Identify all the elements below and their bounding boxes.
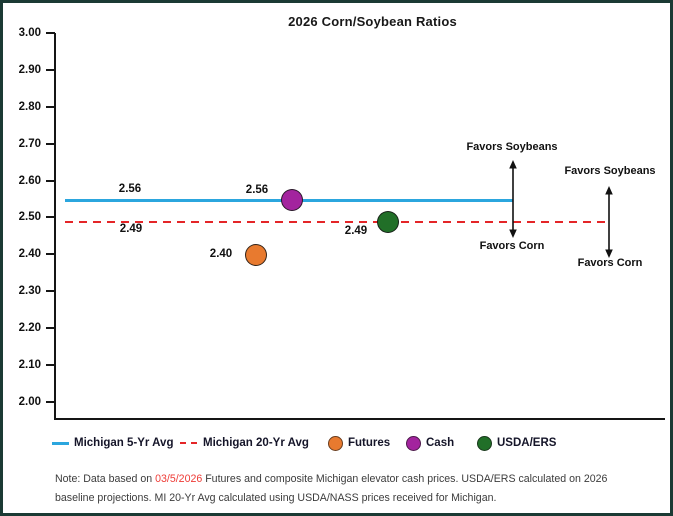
- y-axis-tick-label: 2.40: [18, 248, 41, 260]
- legend-label: USDA/ERS: [497, 437, 557, 449]
- y-axis-tick-label: 3.00: [18, 27, 41, 39]
- y-axis-tick-label: 2.20: [18, 322, 41, 334]
- y-axis-tick-label: 2.80: [18, 101, 41, 113]
- footnote: Note: Data based on 03/5/2026 Futures an…: [55, 470, 655, 508]
- legend-label: Cash: [426, 437, 455, 449]
- legend-item-usda-ers: USDA/ERS: [477, 435, 556, 451]
- five-yr-avg-value-label: 2.56: [118, 183, 142, 195]
- cash-point: [281, 189, 303, 211]
- legend-item-michigan-20yr-avg: Michigan 20-Yr Avg: [180, 435, 309, 451]
- y-axis-tick-label: 2.30: [18, 285, 41, 297]
- legend-item-futures: Futures: [328, 435, 390, 451]
- y-axis-tick-mark: [46, 32, 55, 34]
- dashed-line-swatch-icon: [180, 442, 198, 444]
- y-axis-tick-mark: [46, 69, 55, 71]
- double-arrow-icon: [603, 186, 615, 263]
- y-axis-tick-mark: [46, 143, 55, 145]
- y-axis-tick-mark: [46, 216, 55, 218]
- footnote-line-1: Note: Data based on 03/5/2026 Futures an…: [55, 470, 655, 489]
- footnote-line-2: baseline projections. MI 20-Yr Avg calcu…: [55, 492, 497, 504]
- solid-line-swatch-icon: [52, 441, 69, 445]
- y-axis-tick-label: 2.90: [18, 64, 41, 76]
- favors-soybeans-label-1: Favors Soybeans: [466, 141, 558, 153]
- y-axis-tick-label: 2.60: [18, 175, 41, 187]
- circle-swatch-icon: [328, 435, 343, 451]
- x-axis-line: [54, 418, 665, 420]
- y-axis-tick-mark: [46, 364, 55, 366]
- y-axis-tick-label: 2.00: [18, 396, 41, 408]
- usda-ers-point: [377, 211, 399, 233]
- y-axis-tick-mark: [46, 180, 55, 182]
- legend-label: Futures: [348, 437, 391, 449]
- futures-value-label: 2.40: [209, 248, 233, 260]
- y-axis-tick-mark: [46, 401, 55, 403]
- footnote-text: Futures and composite Michigan elevator …: [202, 473, 608, 485]
- footnote-text: Note: Data based on: [55, 473, 156, 485]
- chart-title: 2026 Corn/Soybean Ratios: [288, 14, 457, 29]
- footnote-date: 03/5/2026: [155, 473, 203, 485]
- cash-value-label: 2.56: [245, 184, 269, 196]
- y-axis-tick-mark: [46, 327, 55, 329]
- favors-soybeans-label-2: Favors Soybeans: [564, 165, 656, 177]
- y-axis-tick-mark: [46, 290, 55, 292]
- y-axis-tick-label: 2.70: [18, 138, 41, 150]
- y-axis-tick-label: 2.10: [18, 359, 41, 371]
- legend-label: Michigan 5-Yr Avg: [74, 437, 174, 449]
- legend-item-cash: Cash: [406, 435, 454, 451]
- futures-point: [245, 244, 267, 266]
- y-axis-tick-mark: [46, 253, 55, 255]
- y-axis-line: [54, 33, 56, 420]
- double-arrow-icon: [507, 160, 519, 243]
- michigan-20yr-avg-line: [65, 221, 608, 223]
- favors-corn-label-1: Favors Corn: [479, 240, 545, 252]
- legend-label: Michigan 20-Yr Avg: [203, 437, 309, 449]
- y-axis-tick-mark: [46, 106, 55, 108]
- y-axis-tick-label: 2.50: [18, 211, 41, 223]
- circle-swatch-icon: [406, 435, 421, 451]
- usda-ers-value-label: 2.49: [344, 225, 368, 237]
- twenty-yr-avg-value-label: 2.49: [119, 223, 143, 235]
- legend-item-michigan-5yr-avg: Michigan 5-Yr Avg: [52, 435, 173, 451]
- circle-swatch-icon: [477, 435, 492, 451]
- favors-corn-label-2: Favors Corn: [577, 257, 643, 269]
